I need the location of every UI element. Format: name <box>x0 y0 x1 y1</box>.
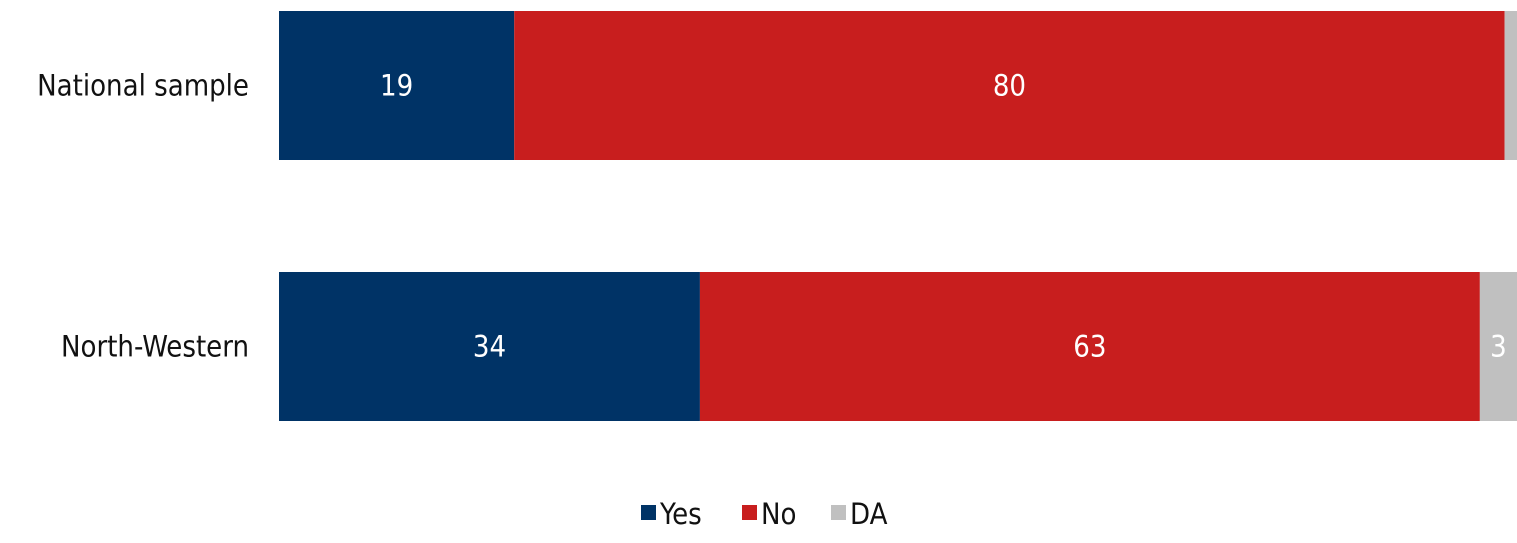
data-label-yes-north-western: 34 <box>473 330 506 364</box>
category-labels: National sample North-Western <box>37 69 249 364</box>
bar-da-national-sample <box>1504 11 1517 160</box>
bar-yes-national-sample <box>279 11 515 160</box>
bar-da-north-western <box>1479 272 1517 421</box>
category-label-national-sample: National sample <box>37 69 249 103</box>
legend-swatch-da <box>831 505 846 520</box>
data-label-no-national-sample: 80 <box>993 69 1026 103</box>
data-label-da-north-western: 3 <box>1490 330 1507 364</box>
legend-label-da: DA <box>850 497 888 531</box>
bar-no-national-sample <box>514 11 1505 160</box>
bar-yes-north-western <box>279 272 700 421</box>
legend-swatch-yes <box>641 505 656 520</box>
bar-no-north-western <box>699 272 1480 421</box>
data-label-yes-national-sample: 19 <box>380 69 413 103</box>
data-label-no-north-western: 63 <box>1073 330 1106 364</box>
category-label-north-western: North-Western <box>61 330 249 364</box>
legend: Yes No DA <box>641 497 888 531</box>
legend-label-no: No <box>761 497 796 531</box>
legend-swatch-no <box>742 505 757 520</box>
bars-group: 19 80 34 63 3 <box>279 11 1517 421</box>
legend-label-yes: Yes <box>659 497 702 531</box>
